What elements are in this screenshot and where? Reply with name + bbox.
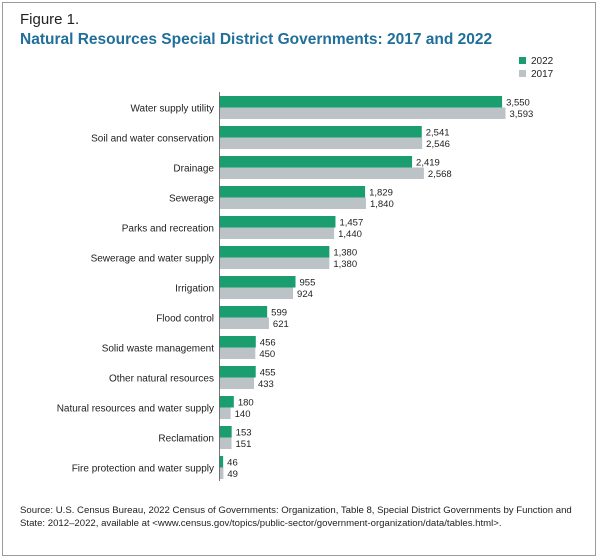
bar-2022 (219, 246, 330, 258)
value-label-2017: 1,440 (338, 229, 362, 240)
value-label-2017: 433 (258, 379, 274, 390)
value-label-2017: 140 (235, 409, 251, 420)
bar-2022 (219, 396, 234, 408)
legend-label-2017: 2017 (531, 69, 554, 80)
value-label-2022: 2,541 (426, 128, 450, 139)
legend-label-2022: 2022 (531, 56, 554, 67)
value-label-2022: 1,380 (333, 248, 357, 259)
chart-title: Natural Resources Special District Gover… (20, 31, 493, 48)
value-label-2017: 3,593 (510, 109, 534, 120)
bar-2017 (219, 377, 254, 389)
value-label-2017: 2,568 (428, 169, 452, 180)
bar-2017 (219, 347, 256, 359)
bar-2017 (219, 107, 506, 119)
bar-2022 (219, 126, 422, 138)
source-note: Source: U.S. Census Bureau, 2022 Census … (20, 505, 572, 529)
value-label-2022: 1,457 (339, 218, 363, 229)
category-label: Sewerage (169, 194, 214, 205)
value-label-2022: 455 (260, 368, 276, 379)
bar-2022 (219, 96, 503, 108)
figure-frame (2, 2, 596, 556)
bar-2017 (219, 137, 423, 149)
bar-2017 (219, 197, 366, 209)
category-label: Reclamation (158, 434, 214, 445)
legend-swatch-2017 (519, 70, 526, 77)
category-label: Parks and recreation (122, 224, 214, 235)
bar-2017 (219, 317, 269, 329)
category-label: Soil and water conservation (91, 134, 214, 145)
bar-2022 (219, 426, 232, 438)
value-label-2022: 599 (271, 308, 287, 319)
category-label: Drainage (173, 164, 214, 175)
bar-2022 (219, 366, 256, 378)
category-label: Sewerage and water supply (91, 254, 214, 265)
value-label-2017: 2,546 (426, 139, 450, 150)
bar-2022 (219, 456, 224, 468)
category-label: Irrigation (175, 284, 214, 295)
value-label-2022: 2,419 (416, 158, 440, 169)
bar-2017 (219, 227, 335, 239)
bar-2017 (219, 257, 330, 269)
value-label-2022: 3,550 (506, 98, 530, 109)
category-label: Fire protection and water supply (72, 464, 214, 475)
value-label-2017: 621 (273, 319, 289, 330)
bar-2017 (219, 467, 224, 479)
value-label-2022: 456 (260, 338, 276, 349)
bar-2022 (219, 276, 296, 288)
category-label: Flood control (156, 314, 214, 325)
bar-2017 (219, 287, 294, 299)
value-label-2022: 180 (238, 398, 254, 409)
value-label-2022: 1,829 (369, 188, 393, 199)
bar-2022 (219, 216, 336, 228)
bar-2022 (219, 306, 268, 318)
category-label: Other natural resources (109, 374, 214, 385)
legend-swatch-2022 (519, 57, 526, 64)
value-label-2017: 49 (227, 469, 238, 480)
bar-2017 (219, 407, 231, 419)
value-label-2022: 46 (227, 458, 238, 469)
bar-2017 (219, 437, 232, 449)
value-label-2022: 955 (300, 278, 316, 289)
bar-2022 (219, 156, 413, 168)
bar-2022 (219, 336, 256, 348)
figure-label: Figure 1. (20, 11, 80, 28)
category-label: Water supply utility (130, 104, 214, 115)
category-label: Solid waste management (102, 344, 215, 355)
value-label-2022: 153 (236, 428, 252, 439)
value-label-2017: 924 (297, 289, 313, 300)
value-label-2017: 151 (236, 439, 252, 450)
bar-2017 (219, 167, 424, 179)
bar-2022 (219, 186, 366, 198)
value-label-2017: 1,840 (370, 199, 394, 210)
category-label: Natural resources and water supply (57, 404, 214, 415)
value-label-2017: 1,380 (333, 259, 357, 270)
value-label-2017: 450 (259, 349, 275, 360)
